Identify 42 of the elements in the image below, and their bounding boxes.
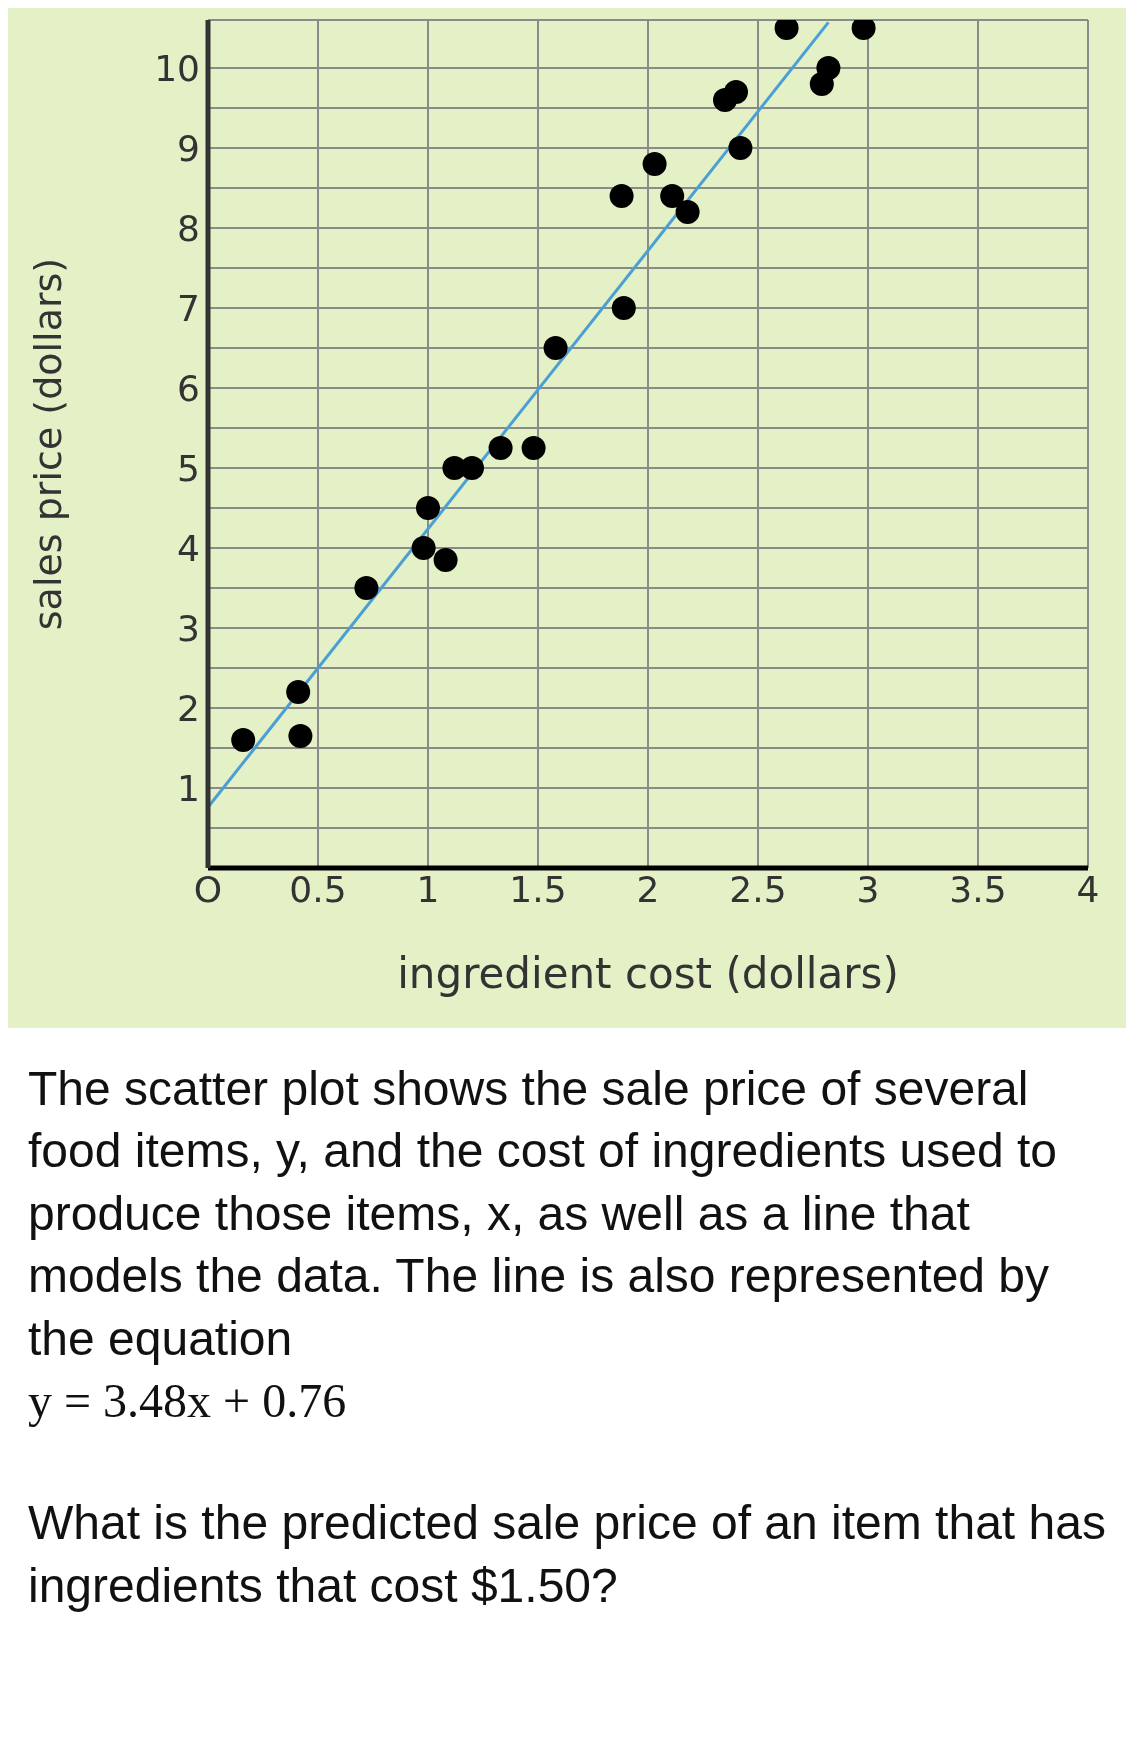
point	[416, 496, 440, 520]
y-tick-label: 5	[177, 447, 200, 489]
x-tick-label: 3.5	[949, 868, 1007, 910]
point	[521, 436, 546, 460]
point	[675, 200, 700, 224]
x-tick-label: 1	[416, 868, 440, 910]
point	[728, 136, 753, 160]
x-axis-title: ingredient cost (dollars)	[397, 949, 899, 998]
x-tick-label: 0.5	[289, 868, 347, 910]
point	[488, 436, 513, 460]
point	[611, 296, 636, 320]
x-tick-label: O	[193, 868, 223, 910]
point	[724, 80, 748, 104]
x-tick-label: 1.5	[509, 868, 567, 910]
point	[433, 548, 458, 572]
point	[543, 336, 568, 360]
y-tick-label: 9	[177, 127, 200, 169]
x-tick-label: 2.5	[729, 868, 787, 910]
y-tick-label: 10	[154, 47, 200, 89]
text: What is the predicted sale price of an item that has ingredients that cost $1.50?	[28, 1495, 1106, 1614]
y-tick-label: 8	[177, 207, 200, 249]
point	[231, 728, 256, 752]
y-tick-label: 3	[177, 607, 200, 649]
point	[609, 184, 634, 208]
y-tick-label: 1	[177, 767, 200, 809]
text: y = 3.48x + 0.76	[28, 1372, 348, 1429]
y-tick-label: 4	[177, 527, 200, 569]
point	[286, 680, 311, 704]
point	[460, 456, 484, 480]
point	[816, 56, 841, 80]
point	[288, 724, 313, 748]
x-tick-label: 3	[856, 868, 880, 910]
point	[660, 184, 685, 208]
point	[354, 576, 379, 600]
point	[642, 152, 667, 176]
y-axis-title: sales price (dollars)	[26, 257, 71, 631]
x-tick-label: 2	[636, 868, 660, 910]
y-tick-label: 2	[177, 687, 200, 729]
x-tick-label: 4	[1076, 868, 1100, 910]
y-tick-label: 6	[177, 367, 200, 409]
point	[411, 536, 436, 560]
y-tick-label: 7	[177, 287, 200, 329]
